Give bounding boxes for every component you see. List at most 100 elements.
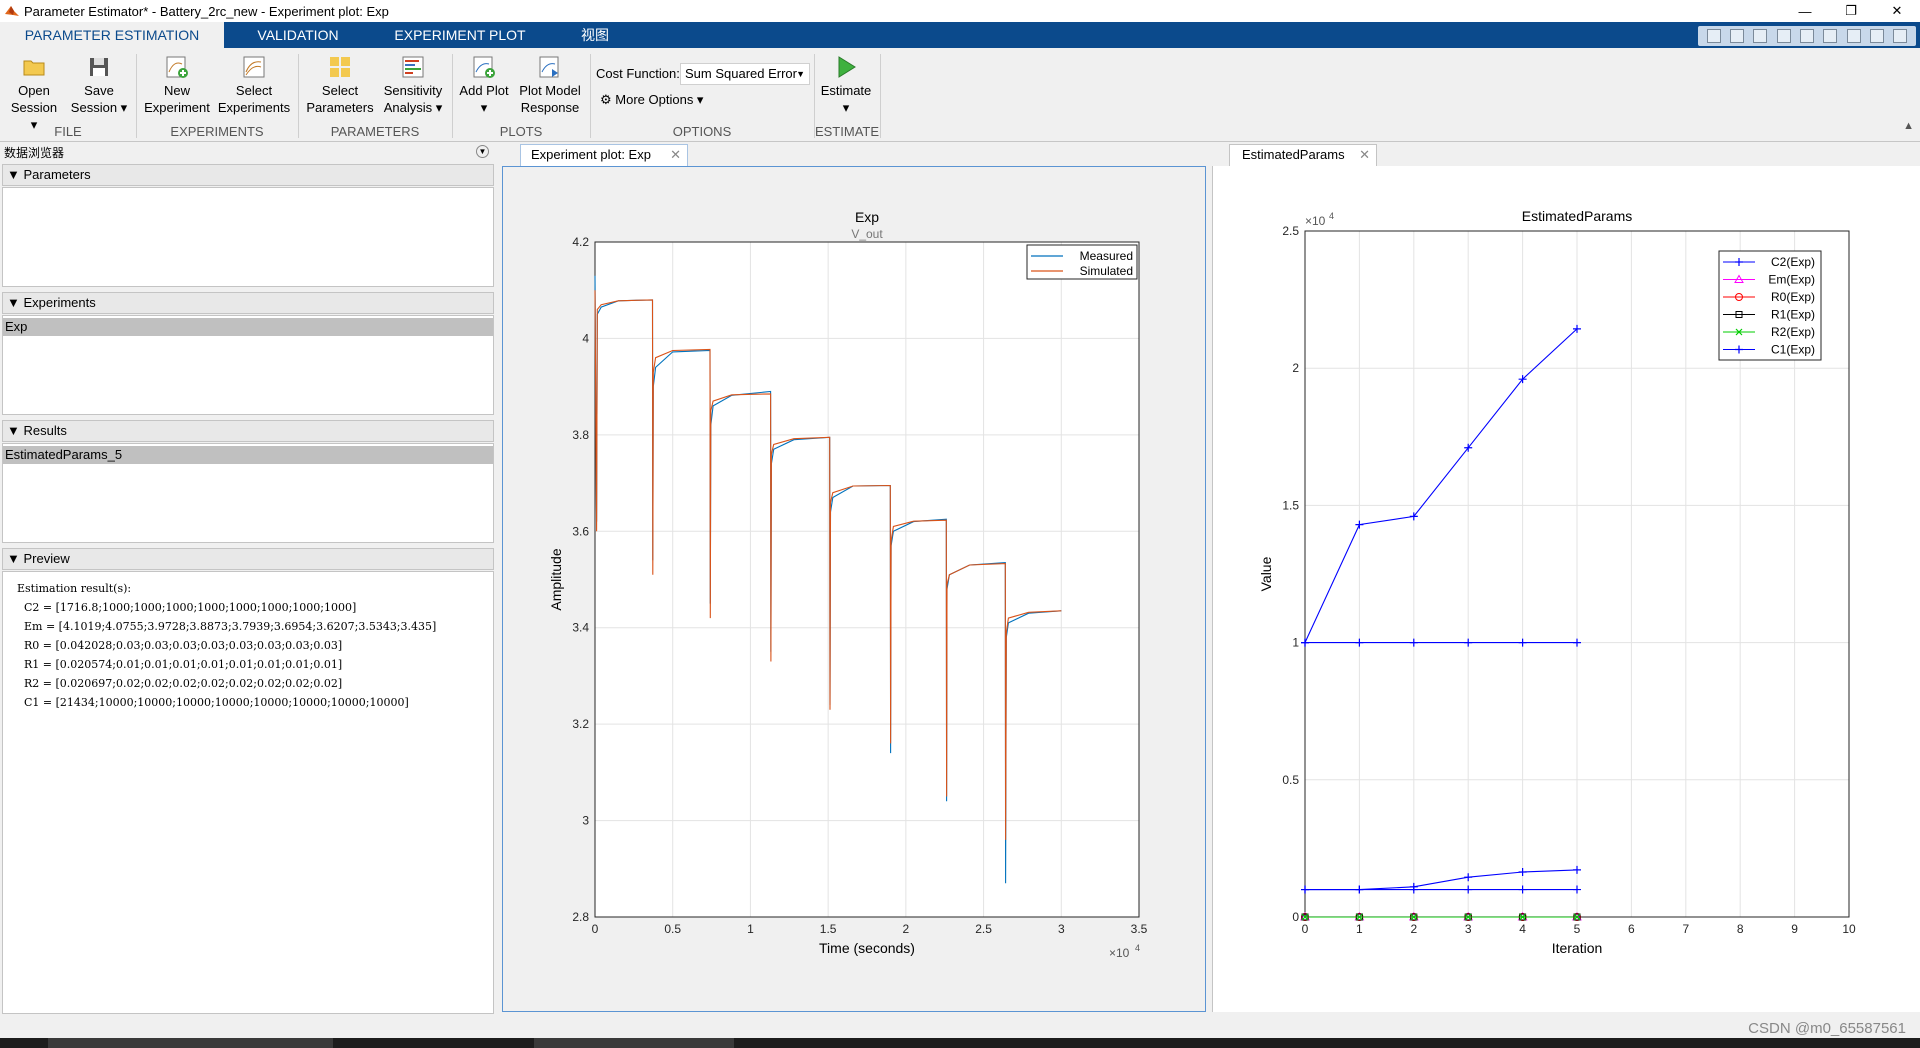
y-tick-label: 3.4 [572,621,589,635]
x-tick-label: 7 [1682,922,1689,936]
x-tick-label: 0 [592,922,599,936]
collapse-ribbon-icon[interactable]: ▲ [1903,120,1914,132]
tab-experiment-plot-doc[interactable]: Experiment plot: Exp ✕ [520,144,688,166]
y-tick-label: 3.6 [572,524,589,538]
plot-model-response-button[interactable]: Plot Model Response [514,54,586,116]
chart-subtitle: V_out [851,227,883,241]
maximize-button[interactable]: ❐ [1845,3,1857,18]
close-icon[interactable]: ✕ [670,147,681,162]
y-tick-label: 1 [1292,636,1299,650]
x-tick-label: 2 [903,922,910,936]
taskbar-item[interactable] [534,1038,734,1048]
tab-view[interactable]: 视图 [581,27,609,43]
ribbon: Open Session ▾ Save Session ▾ New Experi… [0,48,1920,142]
new-experiment-button[interactable]: New Experiment [142,54,212,116]
preview-panel: Estimation result(s): C2 = [1716.8;1000;… [2,571,494,1014]
plus-marker [1573,865,1581,874]
plus-marker [1573,638,1581,647]
tab-validation[interactable]: VALIDATION [257,27,339,43]
legend-box [1718,250,1822,361]
cost-function-select[interactable]: Sum Squared Error ▼ [680,63,810,85]
copy-icon[interactable] [1753,29,1768,43]
preview-section-header[interactable]: ▼ Preview [2,548,494,570]
results-section-header[interactable]: ▼ Results [2,420,494,442]
x-tick-label: 1 [747,922,754,936]
status-bar [0,1014,1920,1038]
collapse-triangle-icon: ▼ [7,423,24,438]
open-label: Open [18,83,50,98]
group-label-plots: PLOTS [499,124,543,139]
more-options-button[interactable]: ⚙ More Options ▾ [600,92,703,108]
paste-icon[interactable] [1776,29,1791,43]
y-axis-label: Amplitude [548,548,564,610]
tab-parameter-estimation[interactable]: PARAMETER ESTIMATION [0,22,224,48]
add-plot-button[interactable]: Add Plot ▾ [454,54,514,116]
add-plot-label: Add Plot [459,83,509,98]
ribbon-separator [136,54,137,138]
experiment-label: Experiment [144,100,210,115]
y-tick-label: 2.8 [572,910,589,924]
tab-experiment-plot[interactable]: EXPERIMENT PLOT [394,27,526,43]
doc-tab-label: EstimatedParams [1242,147,1345,162]
taskbar-item[interactable] [48,1038,333,1048]
plus-marker [1573,324,1581,333]
plus-marker [1735,345,1743,354]
y-axis-exponent-power: 4 [1329,211,1334,221]
estimated-params-chart[interactable]: 0 1 2 3 4 5 6 7 8 9 10 0 0.5 1 1.5 2 2.5 EstimatedParams I… [1213,166,1920,1010]
select-experiments-button[interactable]: Select Experiments [216,54,292,116]
help-icon[interactable] [1893,29,1908,43]
open-session-button[interactable]: Open Session ▾ [8,54,60,133]
layout-icon[interactable] [1846,29,1861,43]
group-label-experiments: EXPERIMENTS [170,124,264,139]
preview-line: R2 = [0.020697;0.02;0.02;0.02;0.02;0.02;… [17,677,343,690]
x-marker [1301,913,1309,921]
parameters-section-header[interactable]: ▼ Parameters [2,164,494,186]
close-icon[interactable]: ✕ [1359,147,1370,162]
y-axis-label: Value [1258,556,1274,591]
estimate-button[interactable]: Estimate ▾ [818,54,874,116]
list-item-result[interactable]: EstimatedParams_5 [3,446,493,464]
minimize-button[interactable]: — [1798,3,1812,19]
results-list[interactable]: EstimatedParams_5 [2,443,494,543]
experiment-plot-chart[interactable]: 0 0.5 1 1.5 2 2.5 3 3.5 2.8 3 3.2 3.4 3.6 3.8 4 4.2 Exp V… [503,167,1205,1011]
experiments-section-header[interactable]: ▼ Experiments [2,292,494,314]
x-axis-exponent-power: 4 [1135,943,1140,953]
x-axis-exponent: ×10 [1109,946,1130,960]
tab-estimated-params-doc[interactable]: EstimatedParams ✕ [1229,144,1377,166]
collapse-triangle-icon: ▼ [7,295,24,310]
close-window-button[interactable]: ✕ [1891,3,1903,18]
parameters-list[interactable] [2,187,494,287]
list-item-experiment[interactable]: Exp [3,318,493,336]
plus-marker [1409,638,1418,647]
undo-icon[interactable] [1799,29,1814,43]
y-tick-label: 0.5 [1282,773,1299,787]
y-tick-label: 2 [1292,361,1299,375]
ribbon-separator [590,54,591,138]
play-icon [838,56,856,78]
experiments-list[interactable]: Exp [2,315,494,415]
title-bar: Parameter Estimator* - Battery_2rc_new -… [0,0,1920,22]
legend-label: Simulated [1080,264,1133,278]
plus-marker [1409,885,1418,894]
sensitivity-analysis-button[interactable]: Sensitivity Analysis ▾ [380,54,446,116]
matlab-logo-icon [5,6,19,16]
ribbon-separator [298,54,299,138]
y-tick-label: 4 [582,331,589,345]
x-tick-label: 9 [1791,922,1798,936]
select-label: Select [235,83,273,98]
x-axis-label: Time (seconds) [819,940,915,956]
redo-icon[interactable] [1823,29,1838,43]
browser-menu-icon[interactable]: ▼ [476,145,489,158]
save-icon[interactable] [1706,29,1721,43]
session-label: Session ▾ [70,100,128,115]
x-tick-label: 2.5 [975,922,992,936]
cut-icon[interactable] [1729,29,1744,43]
window-icon[interactable] [1869,29,1884,43]
cost-function-label: Cost Function: [596,66,680,81]
x-tick-label: 0.5 [664,922,681,936]
select-parameters-button[interactable]: Select Parameters [304,54,376,116]
save-session-button[interactable]: Save Session ▾ [70,54,128,116]
floppy-icon [90,58,108,76]
response-label: Response [520,100,580,115]
ribbon-separator [452,54,453,138]
